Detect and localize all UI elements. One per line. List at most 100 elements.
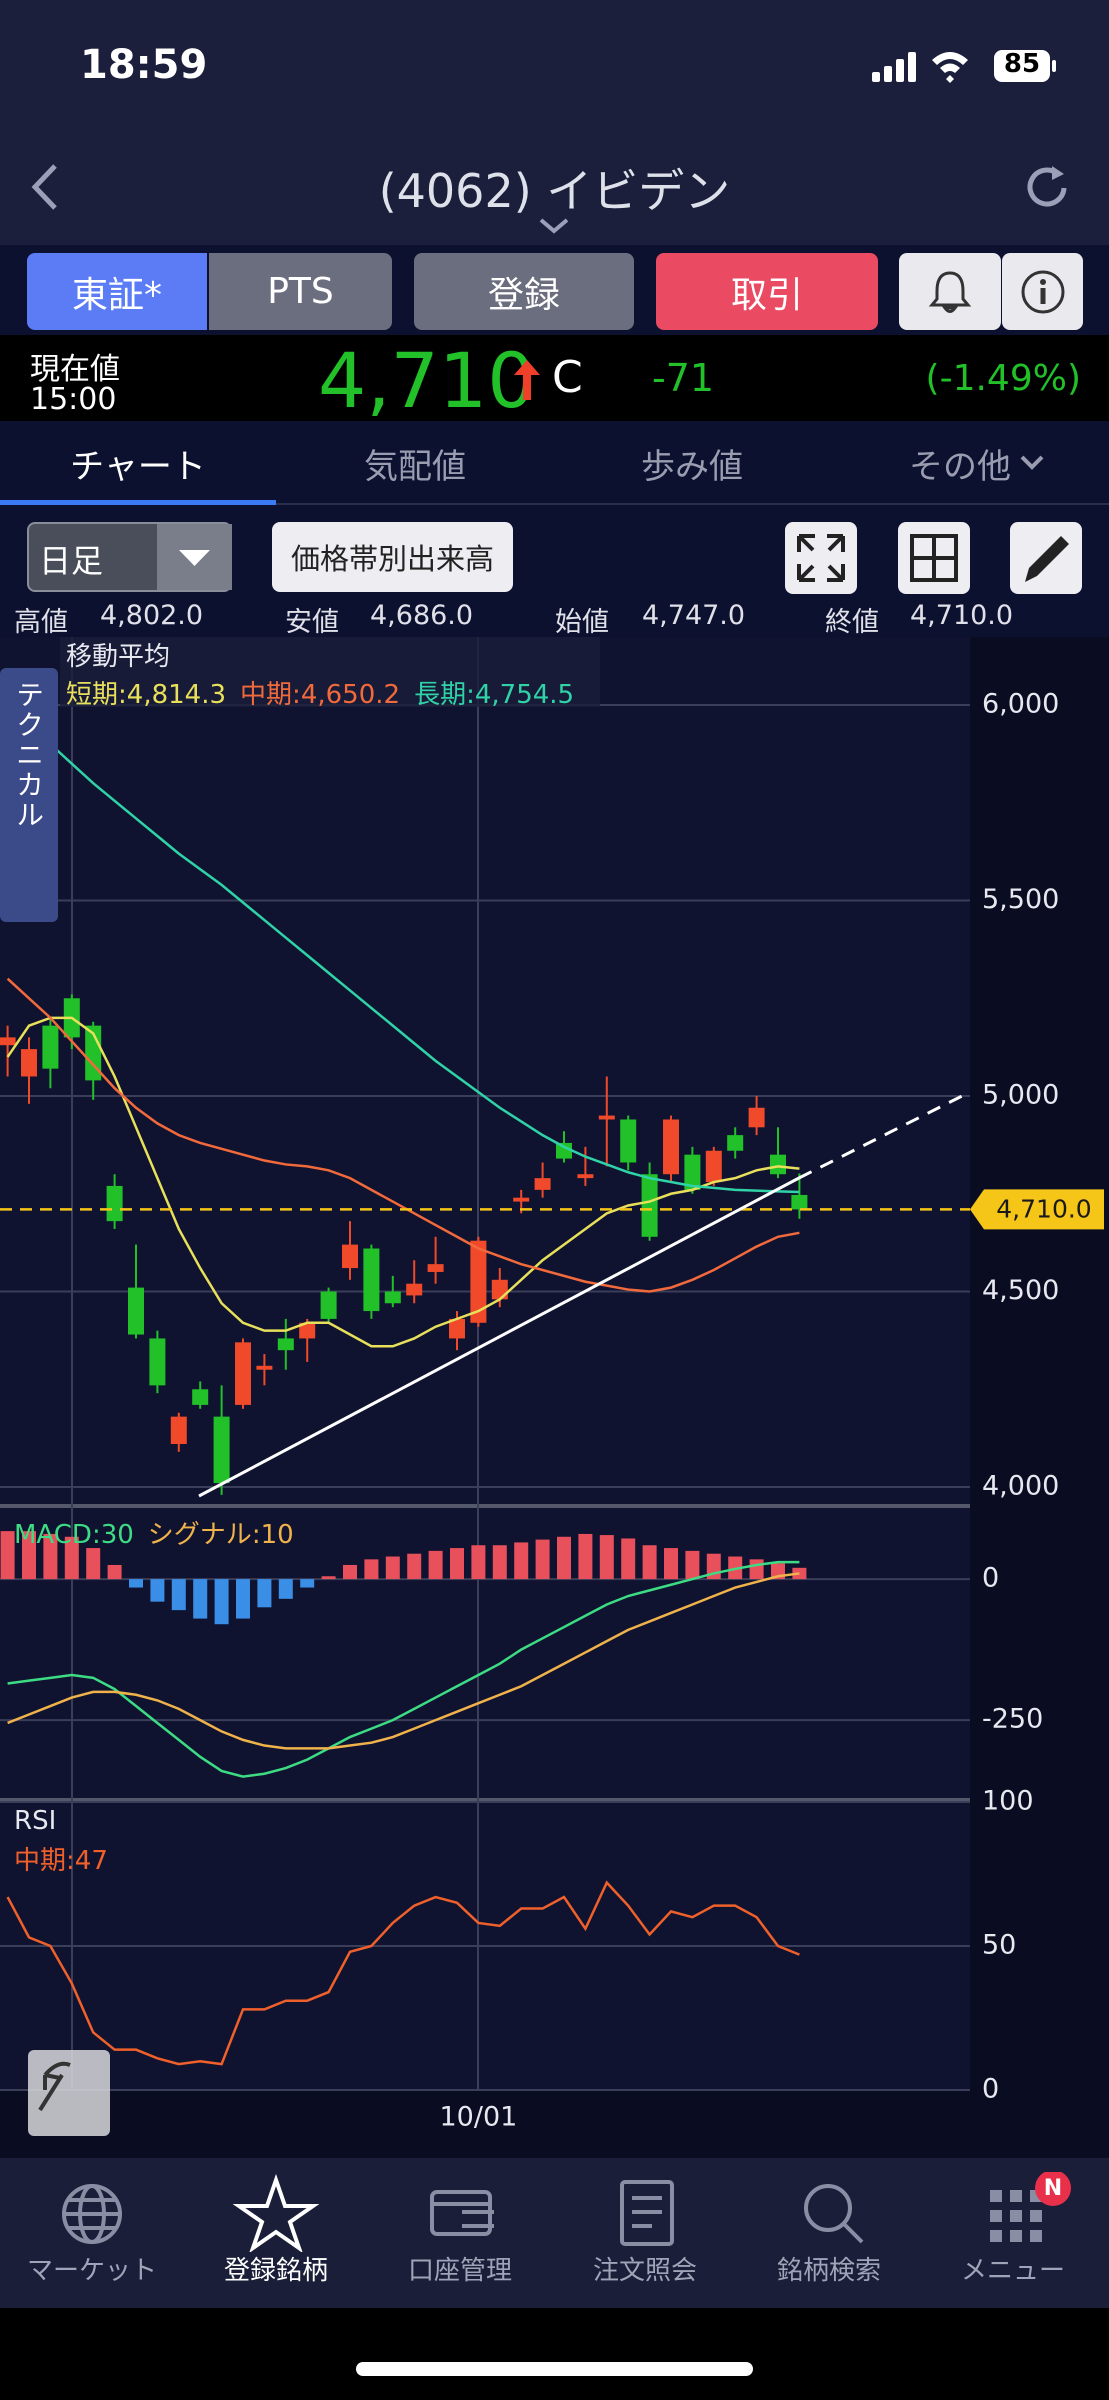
- x-tick-label: 10/01: [439, 2102, 517, 2133]
- macd-legend: MACD:30 シグナル:10: [14, 1514, 308, 1551]
- info-icon: [1021, 270, 1064, 313]
- technical-label[interactable]: テクニカル: [12, 680, 45, 830]
- candle-body: [213, 1416, 230, 1484]
- legend-separator: :: [66, 1846, 75, 1876]
- period-label: 日足: [39, 542, 104, 580]
- plot-background: [0, 637, 970, 2090]
- tab-chart[interactable]: チャート: [70, 446, 206, 487]
- histogram-bar: [621, 1538, 636, 1580]
- x-axis-background: [0, 2090, 1109, 2158]
- candle-body: [427, 1264, 444, 1272]
- histogram-bar: [450, 1548, 464, 1580]
- histogram-bar: [557, 1536, 571, 1580]
- bell-icon: [928, 270, 972, 313]
- tab-indicator: [0, 500, 276, 505]
- tab-ticks[interactable]: 歩み値: [641, 446, 743, 487]
- candle-body: [577, 1174, 594, 1179]
- histogram-bar: [364, 1559, 379, 1580]
- candle-body: [770, 1154, 786, 1175]
- nav-orders[interactable]: 注文照会: [592, 2256, 697, 2286]
- battery-level: 85: [1003, 49, 1041, 79]
- quote-label: 現在値: [30, 352, 120, 387]
- up-arrow: [514, 360, 540, 400]
- refresh-button[interactable]: [1022, 162, 1074, 214]
- volume-profile-button[interactable]: 価格帯別出来高: [272, 522, 513, 592]
- candle-body: [534, 1178, 551, 1190]
- candle-body: [299, 1322, 316, 1339]
- last-price: 4,710: [318, 336, 536, 425]
- histogram-bar: [257, 1579, 272, 1608]
- candle-body: [684, 1154, 701, 1190]
- histogram-bar: [214, 1579, 229, 1625]
- nav-account[interactable]: 口座管理: [407, 2256, 512, 2286]
- clock: 18:59: [80, 42, 208, 88]
- candle-body: [149, 1338, 166, 1386]
- legend-name: MACD: [14, 1520, 92, 1550]
- y-tick-label: 4,500: [982, 1275, 1059, 1306]
- series-line: [6, 707, 800, 1194]
- trade-button[interactable]: 取引: [656, 253, 878, 330]
- series-line: [7, 1572, 800, 1750]
- candle-body: [470, 1240, 487, 1323]
- technical-tab[interactable]: [0, 668, 58, 922]
- nav-menu[interactable]: メニュー: [960, 2256, 1065, 2286]
- y-tick-label: 6,000: [982, 689, 1059, 720]
- histogram-bar: [236, 1579, 250, 1619]
- menu-badge: N: [1043, 2176, 1063, 2201]
- candle-body: [42, 1025, 59, 1069]
- histogram-bar: [129, 1579, 143, 1588]
- candle-body: [128, 1287, 144, 1335]
- nav-market[interactable]: マーケット: [26, 2256, 157, 2286]
- tab-other[interactable]: その他: [909, 446, 1011, 487]
- ma-title: 移動平均: [66, 642, 171, 672]
- histogram-bar: [385, 1556, 400, 1580]
- y-tick-label: 5,000: [982, 1080, 1059, 1111]
- alert-button[interactable]: [899, 253, 1001, 330]
- legend-separator: :: [466, 680, 475, 710]
- rsi-legend: 中期:47: [14, 1840, 122, 1877]
- market-pts[interactable]: PTS: [209, 253, 392, 330]
- close-label: 終値: [825, 607, 879, 638]
- candle-body: [384, 1291, 401, 1304]
- select-arrow-bg: [157, 524, 232, 590]
- nav-watchlist[interactable]: 登録銘柄: [223, 2256, 328, 2286]
- histogram-bar: [407, 1553, 422, 1580]
- stock-title[interactable]: (4062) イビデン: [378, 164, 731, 218]
- histogram-bar: [642, 1545, 657, 1580]
- histogram-bar: [599, 1535, 614, 1580]
- y-tick-label: 50: [982, 1930, 1016, 1961]
- home-indicator: [356, 2362, 753, 2376]
- histogram-bar: [749, 1559, 764, 1580]
- histogram-bar: [86, 1548, 101, 1580]
- open-label: 始値: [555, 607, 609, 638]
- histogram-bar: [514, 1542, 529, 1580]
- y-tick-label: 4,000: [982, 1471, 1059, 1502]
- period-select[interactable]: 日足: [27, 522, 232, 592]
- register-button[interactable]: 登録: [414, 253, 634, 330]
- legend-value: 47: [74, 1846, 108, 1876]
- chart-layer: 4,000 4,500 5,000 5,500 6,000 10/01 4,710.0 0 -2…: [0, 689, 1104, 2133]
- legend-name: 中期: [14, 1846, 67, 1876]
- candle-body: [705, 1150, 722, 1183]
- tab-quotes[interactable]: 気配値: [364, 446, 466, 487]
- nav-search[interactable]: 銘柄検索: [776, 2256, 881, 2286]
- price-tag-label: 4,710.0: [996, 1194, 1091, 1223]
- other-chevron: [1020, 455, 1044, 470]
- back-button[interactable]: [25, 160, 65, 214]
- histogram-bar: [664, 1548, 678, 1580]
- candle-body: [598, 1115, 615, 1120]
- series-line: [6, 977, 800, 1293]
- legend-separator: :: [292, 680, 301, 710]
- y-tick-label: 5,500: [982, 884, 1059, 915]
- candle-body: [192, 1389, 209, 1405]
- market-tse[interactable]: 東証*: [27, 253, 207, 330]
- histogram-bar: [64, 1536, 79, 1580]
- candle-body: [256, 1365, 273, 1370]
- bottom-nav: [0, 2158, 1109, 2308]
- chart: 4,000 4,500 5,000 5,500 6,000 10/01 4,710.0 0 -2…: [0, 637, 1109, 2158]
- info-button[interactable]: [1002, 253, 1083, 330]
- legend-name: 長期: [414, 680, 467, 710]
- close-value: 4,710.0: [910, 600, 1014, 631]
- legend-value: 4,814.3: [126, 680, 227, 710]
